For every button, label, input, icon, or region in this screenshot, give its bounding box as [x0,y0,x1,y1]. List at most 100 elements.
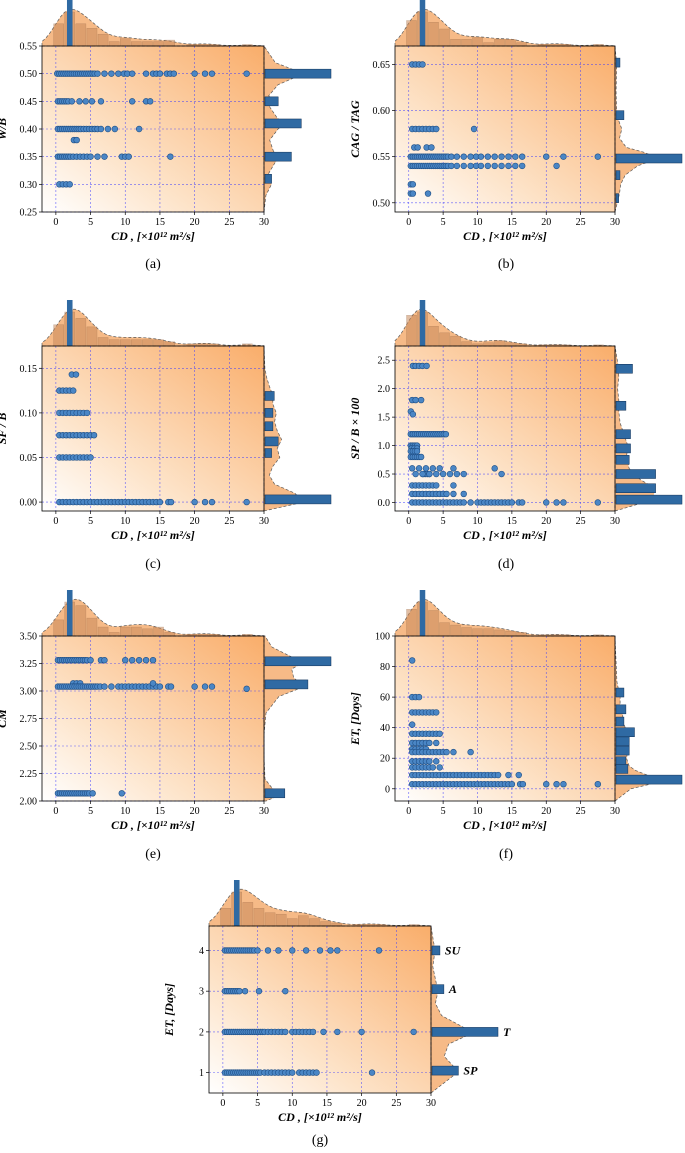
right-hist-bar [615,110,625,120]
data-point [302,947,310,954]
data-point [460,162,467,170]
top-hist-bar [164,39,175,47]
panel-g: SU A T SP 0 5 10 15 20 25 30 1 2 3 4 CD , [×10¹² m²/s] E… [162,880,511,1148]
right-hist-bar [615,469,656,479]
data-point [208,498,216,506]
top-hist-bar [483,342,494,347]
top-hist-bar [505,630,516,637]
x-tick-label: 20 [190,217,200,228]
top-hist-bar [483,628,494,637]
data-point [424,190,432,197]
right-hist-bar [615,687,625,698]
data-point [450,490,457,498]
top-hist-bar [75,23,87,47]
top-peak-bar [419,0,426,46]
y-axis-label: W/B [0,118,9,140]
top-hist-bar [494,39,505,47]
data-point [518,499,526,506]
right-hist-bar [431,984,445,994]
data-point [135,125,143,133]
data-point [236,987,243,995]
right-hist-bar [615,153,683,164]
right-hist-bar [431,1027,499,1037]
y-axis-label: CM [0,709,9,728]
data-point [327,947,334,954]
data-point [453,470,461,478]
data-point [460,490,467,498]
x-tick-label: 20 [541,806,551,817]
data-point [255,987,263,995]
x-tick-label: 30 [426,1098,436,1109]
top-hist-bar [153,41,164,47]
data-point [467,499,474,506]
right-hist-bar [264,96,279,107]
data-point [289,1069,296,1076]
data-point [498,162,505,170]
y-tick-label: 0.10 [20,408,38,419]
right-hist-bar [264,436,279,447]
top-kde-curve [208,888,432,927]
right-hist-bar [615,443,631,454]
top-hist-bar [275,913,287,927]
right-hist-bar [615,455,630,465]
data-point [436,465,443,472]
top-hist-bar [428,326,439,347]
data-point [122,656,129,664]
data-point [128,70,136,77]
x-tick-label: 10 [120,217,130,228]
data-point [243,498,250,506]
data-point [313,1069,320,1076]
x-tick-label: 5 [255,1098,260,1109]
data-point [408,657,416,664]
data-point [254,947,261,954]
top-hist-bar [119,626,131,637]
top-hist-bar [53,324,64,347]
data-point [243,70,250,77]
plot-background [209,926,431,1093]
top-hist-bar [461,627,472,637]
x-tick-label: 0 [220,1098,225,1109]
data-point [426,739,433,747]
top-hist-bar [287,918,298,927]
data-point [426,758,433,765]
data-point [147,98,154,105]
data-point [512,162,519,170]
data-point [201,498,209,506]
y-tick-label: 0.35 [20,152,38,163]
right-hist-bar [264,118,302,129]
y-axis-label: SP / B × 100 [348,398,362,460]
panel-caption: (d) [498,557,515,572]
x-tick-label: 25 [224,806,234,817]
data-point [87,656,94,664]
panel-c: 0 5 10 15 20 25 30 0.00 0.05 0.10 0.15 CD , [×10¹² … [0,300,332,572]
x-axis-label: CD , [×10¹² m²/s] [463,818,547,832]
top-hist-bar [331,922,342,927]
top-hist-bar [450,39,461,47]
data-point [191,70,198,77]
x-tick-label: 30 [610,516,620,527]
x-tick-label: 30 [259,516,269,527]
top-hist-bar [53,619,64,637]
y-tick-label: 0.55 [373,152,391,163]
data-point [108,70,115,77]
data-point [83,409,91,417]
x-tick-label: 0 [406,516,411,527]
data-point [594,499,602,506]
data-point [118,790,125,797]
right-hist-bar [615,774,683,785]
top-hist-bar [108,632,120,637]
data-point [498,470,505,478]
data-point [191,498,198,506]
x-tick-label: 10 [287,1098,297,1109]
top-hist-bar [428,610,439,637]
data-point [436,730,443,737]
y-tick-label: 3.25 [20,659,38,670]
x-tick-label: 15 [322,1098,332,1109]
data-point [505,162,512,170]
data-point [358,1028,365,1036]
panel-caption: (a) [145,257,161,272]
data-point [448,162,455,170]
right-hist-bar [264,408,274,418]
right-hist-bar [264,68,332,79]
